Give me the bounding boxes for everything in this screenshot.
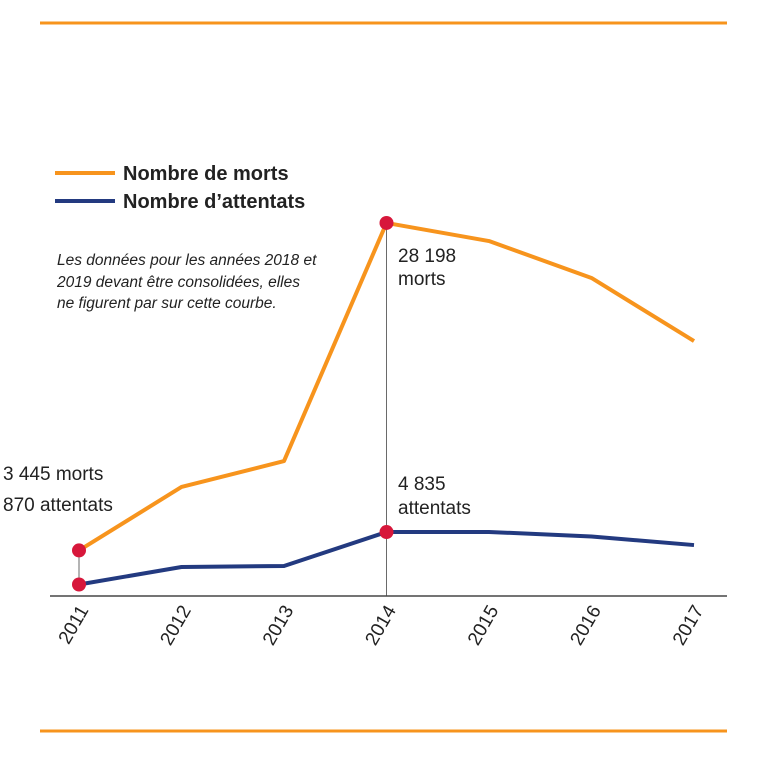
annotation-peak-attentats-value: 4 835 xyxy=(398,474,446,495)
x-tick-label-2012: 2012 xyxy=(157,602,196,649)
chart-note: Les données pour les années 2018 et 2019… xyxy=(57,252,317,312)
annotation-peak-attentats-unit: attentats xyxy=(398,498,471,519)
x-tick-label-2017: 2017 xyxy=(669,602,708,649)
annotation-peak-morts-value: 28 198 xyxy=(398,246,456,267)
annotation-start-attentats: 870 attentats xyxy=(3,495,113,516)
data-point-marker-2011 xyxy=(72,577,86,592)
x-tick-label-2016: 2016 xyxy=(567,602,606,649)
data-point-marker-2011 xyxy=(72,543,86,558)
legend-label-attentats: Nombre d’attentats xyxy=(123,191,305,213)
x-tick-label-2011: 2011 xyxy=(55,602,94,648)
legend-label-morts: Nombre de morts xyxy=(123,163,289,185)
x-tick-label-2014: 2014 xyxy=(362,602,402,649)
annotation-peak-morts-unit: morts xyxy=(398,269,446,290)
annotation-start-morts: 3 445 morts xyxy=(3,464,103,485)
data-point-marker-2014 xyxy=(379,525,394,540)
data-point-marker-2014 xyxy=(379,215,394,230)
x-tick-label-2013: 2013 xyxy=(259,602,298,649)
x-tick-label-2015: 2015 xyxy=(464,602,503,649)
